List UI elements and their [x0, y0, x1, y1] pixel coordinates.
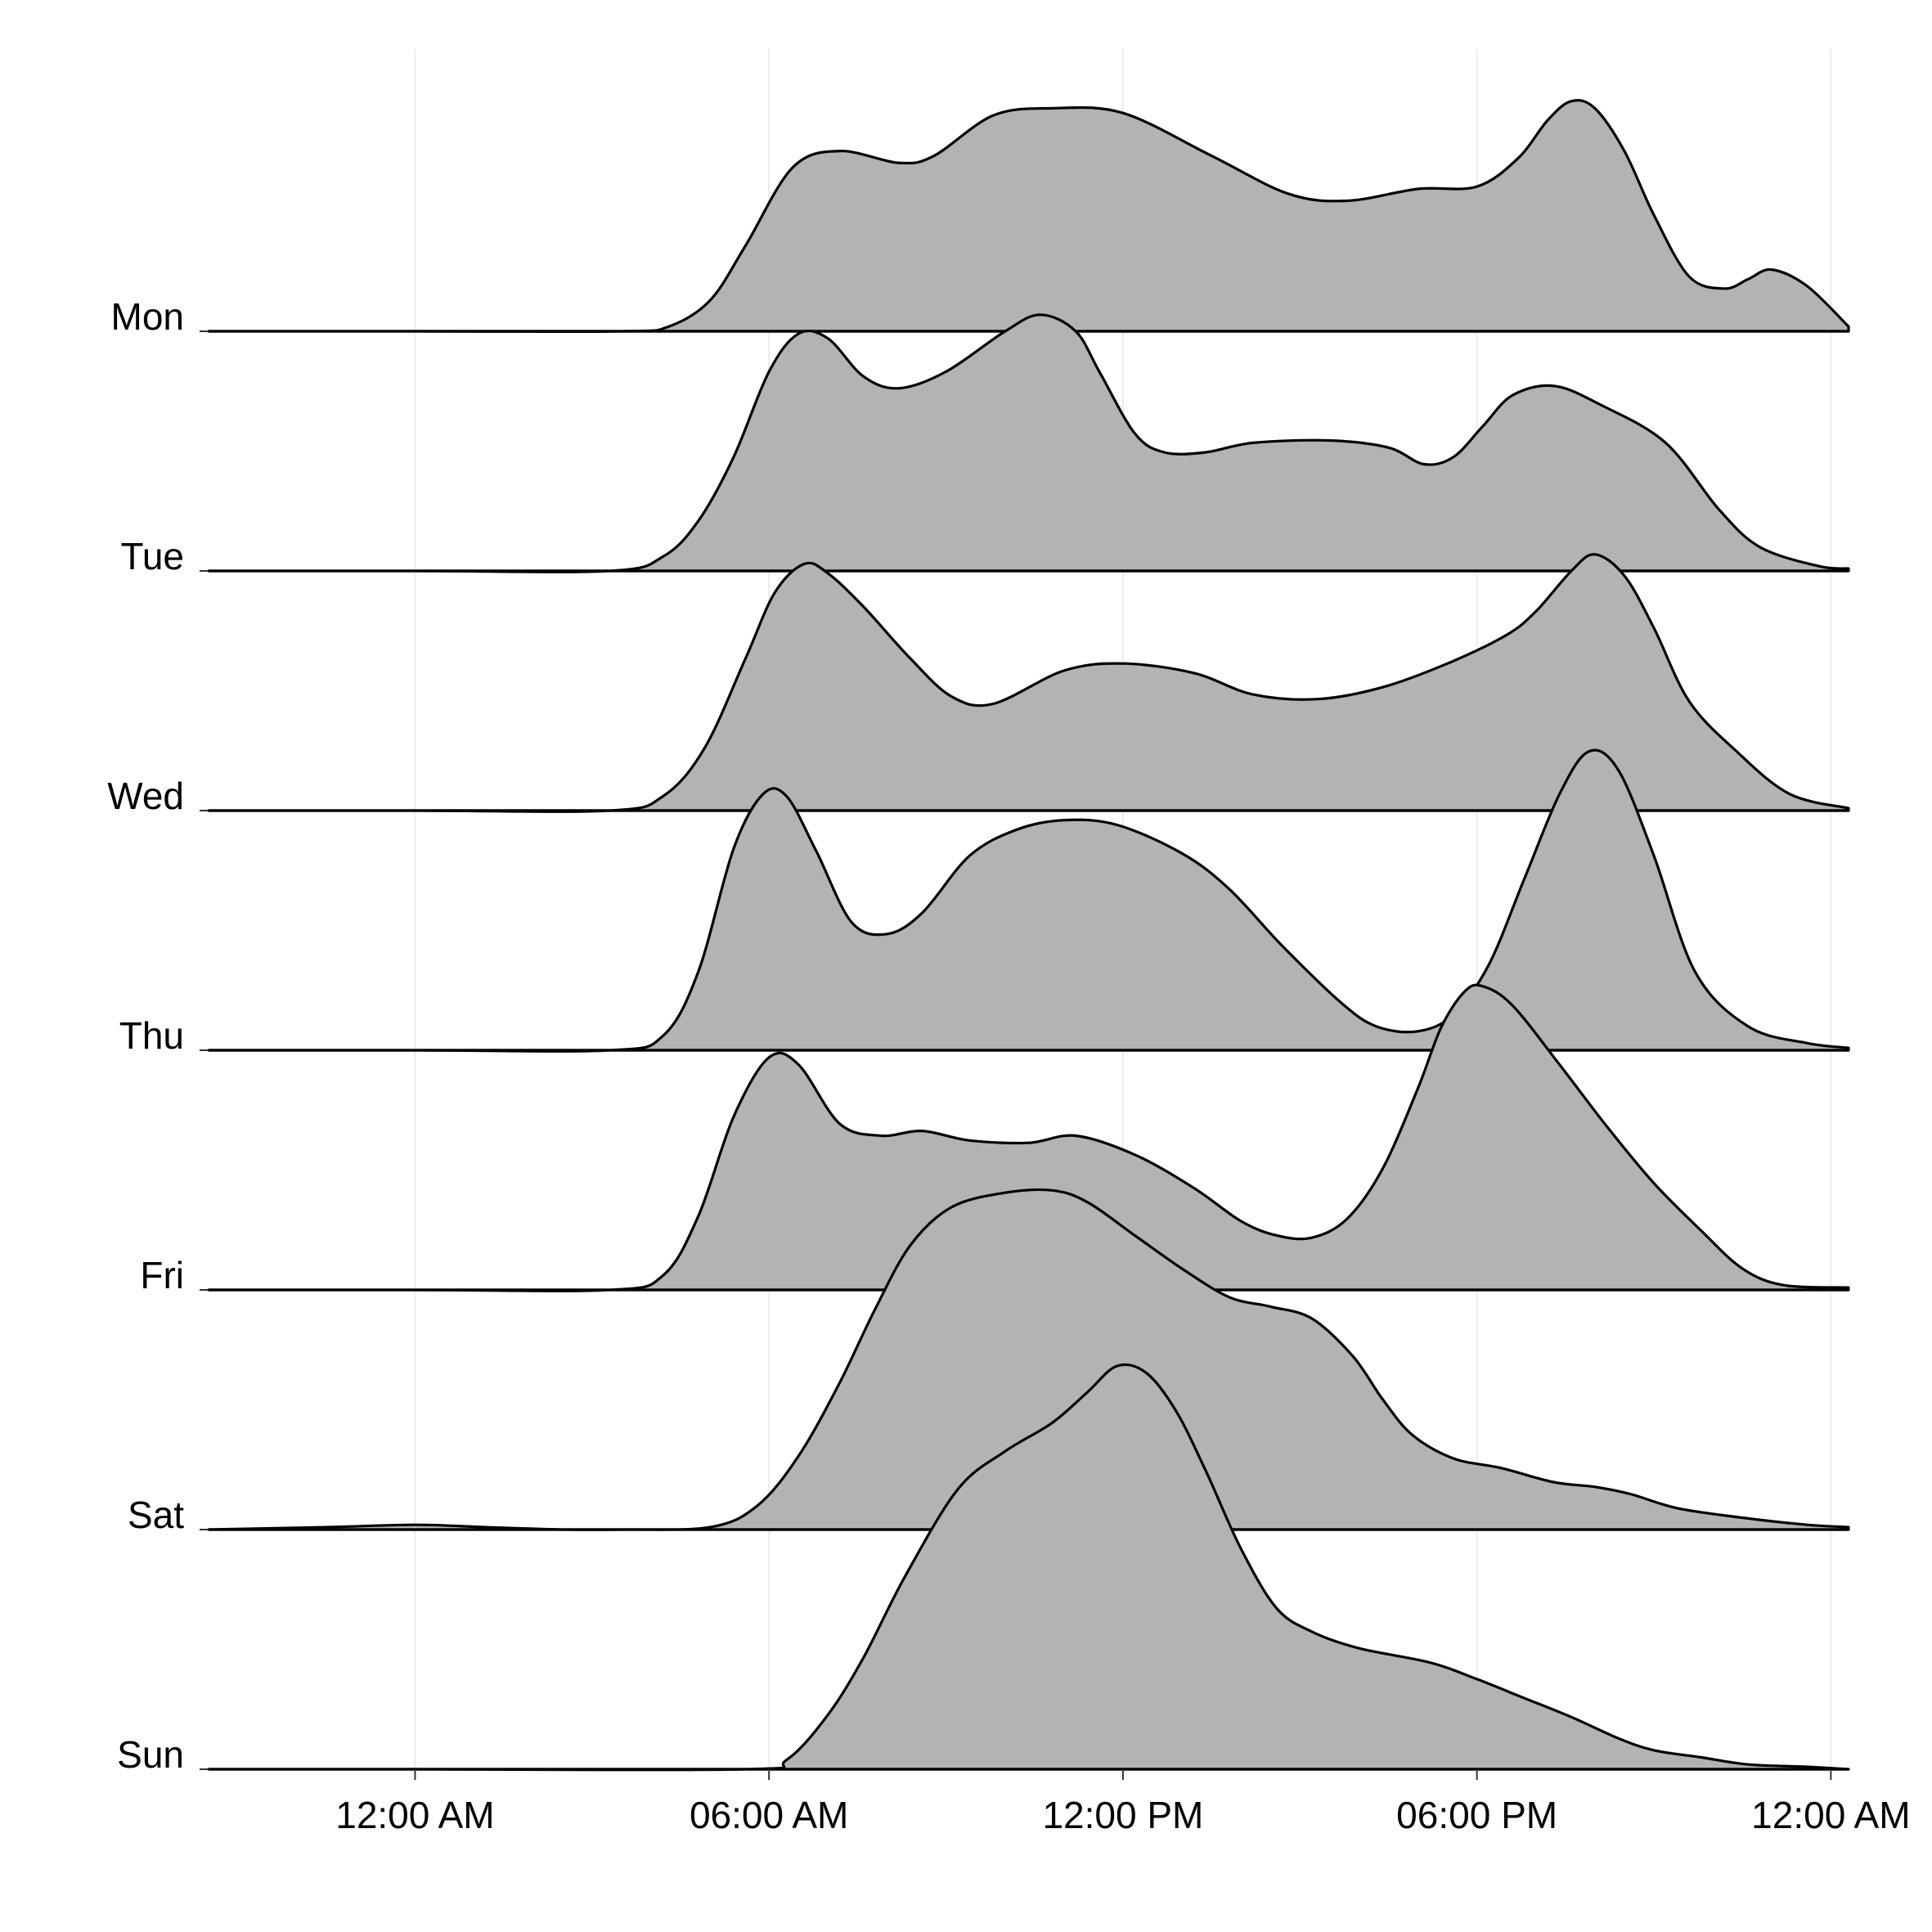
ridge-series-layer: [207, 99, 1850, 1772]
x-tick-label-1: 06:00 AM: [690, 1794, 848, 1836]
y-tick-label-fri: Fri: [140, 1254, 184, 1296]
x-tick-label-3: 06:00 PM: [1396, 1794, 1557, 1836]
ridge-tue: [207, 313, 1850, 573]
y-tick-label-tue: Tue: [120, 535, 184, 577]
ridge-thu: [207, 748, 1850, 1053]
ridge-area-sun: [207, 1363, 1850, 1772]
x-tick-label-2: 12:00 PM: [1042, 1794, 1203, 1836]
y-tick-label-wed: Wed: [107, 775, 184, 817]
y-axis: Mon Tue Wed Thu Fri Sat Sun: [107, 295, 209, 1776]
y-tick-label-sun: Sun: [117, 1733, 184, 1776]
ridge-area-mon: [207, 99, 1850, 334]
y-tick-label-thu: Thu: [119, 1014, 184, 1057]
ridge-area-wed: [207, 553, 1850, 813]
x-axis: 12:00 AM 06:00 AM 12:00 PM 06:00 PM 12:00 AM: [335, 1771, 1911, 1836]
y-tick-label-sat: Sat: [128, 1494, 184, 1536]
ridge-area-thu: [207, 748, 1850, 1053]
x-tick-label-0: 12:00 AM: [335, 1794, 494, 1836]
ridge-area-tue: [207, 313, 1850, 573]
ridge-sun: [207, 1363, 1850, 1772]
y-tick-label-mon: Mon: [111, 295, 184, 338]
ridge-mon: [207, 99, 1850, 334]
x-tick-label-4: 12:00 AM: [1751, 1794, 1910, 1836]
ridge-area-fri: [207, 983, 1850, 1292]
